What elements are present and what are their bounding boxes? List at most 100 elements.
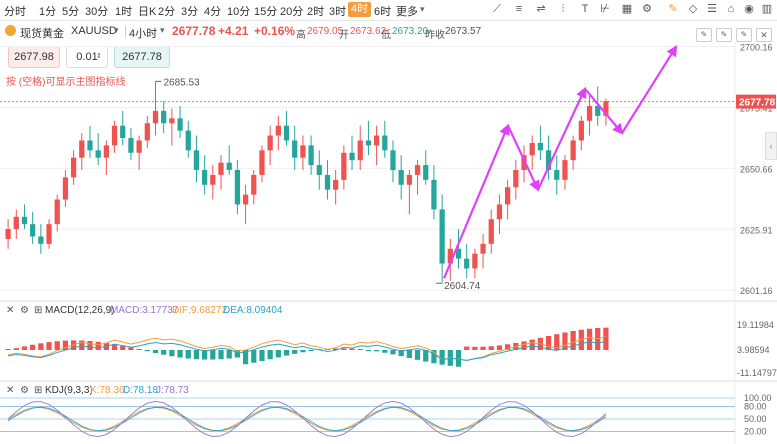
macd-bar	[5, 349, 11, 350]
text-icon[interactable]: T	[581, 3, 589, 15]
symbol-code[interactable]: XAUUSD	[71, 25, 117, 37]
symbol-chevron-icon[interactable]: ▾	[114, 25, 119, 35]
macd-bar	[333, 348, 339, 350]
expand-icon[interactable]: ⊞	[34, 305, 43, 316]
candle-body	[431, 179, 437, 210]
candle-body	[218, 162, 224, 175]
candle-body	[70, 157, 77, 178]
expand-icon[interactable]: ⊞	[34, 385, 43, 396]
d-line	[7, 406, 607, 432]
ruler-icon[interactable]: ⇌	[536, 3, 546, 15]
macd-bar	[79, 340, 85, 350]
period-label[interactable]: 4小时	[129, 28, 158, 40]
macd-bar	[242, 350, 249, 365]
tf-4m[interactable]: 4分	[204, 6, 222, 18]
measure-icon[interactable]: ⊬	[600, 3, 610, 15]
candle-body	[406, 174, 412, 185]
candle-body	[513, 170, 519, 188]
close-chart-icon[interactable]: ✕	[756, 28, 772, 42]
trend-line-icon[interactable]: ⟋	[493, 3, 501, 15]
candle-body	[120, 125, 126, 138]
macd-bar	[521, 341, 527, 350]
lot-stepper-icon[interactable]: ⇕	[96, 53, 102, 60]
min-price-label: 2604.74	[444, 281, 481, 292]
divider	[125, 26, 126, 37]
candle-body	[226, 162, 232, 170]
macd-bar	[169, 350, 175, 357]
candle-body	[545, 150, 552, 170]
indicator-toggle-icon[interactable]: ✎	[736, 28, 752, 42]
candle-body	[21, 216, 28, 225]
tf-4h[interactable]: 4时	[348, 2, 372, 17]
macd-axis-label: 19.11984	[737, 320, 774, 330]
candle-body	[365, 140, 372, 146]
calendar-icon[interactable]: ▦	[621, 3, 633, 15]
gear-icon[interactable]: ⚙	[20, 385, 29, 396]
gear-icon[interactable]: ⚙	[20, 305, 29, 316]
candle-body	[62, 177, 69, 200]
draw-icon[interactable]: ≡	[515, 3, 523, 15]
tf-20m[interactable]: 20分	[280, 6, 304, 18]
tf-more[interactable]: 更多	[396, 6, 418, 18]
sell-price-box[interactable]: 2677.98	[8, 46, 60, 68]
kdj-axis-label: 50.00	[744, 414, 767, 424]
more-chevron-icon[interactable]: ▾	[420, 4, 425, 14]
indicator-toggle-icon[interactable]: ✎	[716, 28, 732, 42]
macd-bar	[111, 344, 118, 350]
indicator-toggle-icon[interactable]: ✎	[696, 28, 712, 42]
candle-body	[87, 140, 93, 151]
pencil-icon[interactable]: ✎	[668, 3, 678, 15]
macd-bar	[218, 350, 224, 360]
tf-1h[interactable]: 1时	[115, 6, 133, 18]
k-value: K:78.36	[90, 385, 125, 396]
kdj-axis-label: 80.00	[744, 401, 767, 411]
tf-6h[interactable]: 6时	[374, 6, 392, 18]
tf-fenshi[interactable]: 分时	[4, 6, 26, 18]
tf-15m[interactable]: 15分	[254, 6, 278, 18]
lock-icon[interactable]: ⌂	[727, 3, 735, 15]
collapse-panel-icon[interactable]: ‹	[765, 132, 777, 160]
lot-input[interactable]: 0.01	[66, 46, 108, 68]
tf-daily[interactable]: 日K	[138, 6, 157, 18]
tf-2h[interactable]: 2时	[307, 6, 325, 18]
layers-icon[interactable]: ☰	[707, 3, 717, 15]
candle-body	[79, 140, 85, 158]
eraser-icon[interactable]: ◇	[688, 3, 698, 15]
macd-bar	[38, 343, 44, 350]
trash-icon[interactable]: ▥	[761, 3, 773, 15]
visibility-icon[interactable]: ◉	[744, 3, 754, 15]
candle-body	[275, 125, 281, 136]
low-label: 低	[381, 30, 391, 41]
buy-price-box[interactable]: 2677.78	[114, 46, 170, 68]
macd-bar	[251, 350, 257, 363]
macd-bar	[357, 349, 363, 350]
macd-bar	[545, 335, 552, 350]
tf-10m[interactable]: 10分	[227, 6, 251, 18]
close-icon[interactable]: ✕	[6, 385, 15, 396]
fib-icon[interactable]: ⫶	[561, 3, 565, 15]
tf-3h[interactable]: 3时	[329, 6, 347, 18]
j-value: J:78.73	[156, 385, 189, 396]
candle-body	[562, 160, 568, 180]
macd-bar	[95, 341, 101, 350]
macd-bar	[13, 348, 19, 350]
tf-30m[interactable]: 30分	[85, 6, 109, 18]
symbol-info-row: 现货黄金 XAUUSD ▾ 4小时 ▾ 2677.78 +4.21 +0.16%…	[0, 22, 777, 41]
candle-body	[38, 236, 44, 244]
candle-body	[177, 118, 183, 131]
symbol-name[interactable]: 现货黄金	[20, 28, 64, 40]
macd-bar	[554, 334, 560, 350]
macd-bar	[177, 350, 183, 358]
y-axis-tick-label: 2700.16	[740, 43, 773, 53]
settings-icon[interactable]: ⚙	[642, 3, 652, 15]
tf-3m[interactable]: 3分	[181, 6, 199, 18]
candle-body	[111, 125, 118, 146]
high-label: 高	[296, 30, 306, 41]
tf-5m[interactable]: 5分	[62, 6, 80, 18]
tf-1m[interactable]: 1分	[39, 6, 57, 18]
tf-2m[interactable]: 2分	[158, 6, 176, 18]
period-chevron-icon[interactable]: ▾	[160, 25, 165, 35]
projection-arrow	[621, 45, 678, 134]
close-icon[interactable]: ✕	[6, 305, 15, 316]
